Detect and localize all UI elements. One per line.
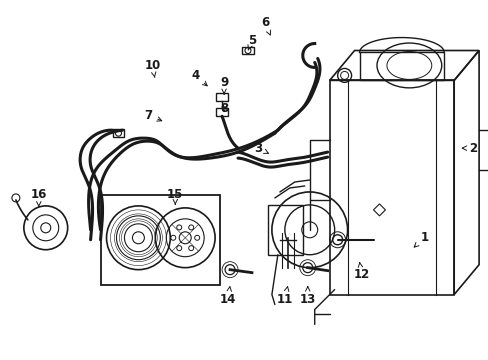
Text: 7: 7 [144, 109, 162, 122]
Text: 3: 3 [253, 141, 268, 155]
Bar [329, 80, 453, 294]
Text: 5: 5 [247, 34, 256, 50]
Text: 15: 15 [167, 188, 183, 204]
Bar [112, 129, 124, 137]
Text: 1: 1 [413, 231, 427, 247]
Bar [242, 46, 253, 54]
Text: 8: 8 [220, 102, 228, 115]
Text: 6: 6 [260, 16, 270, 35]
Text: 10: 10 [144, 59, 160, 77]
Bar [359, 53, 443, 80]
Text: 9: 9 [220, 76, 228, 94]
Text: 2: 2 [461, 141, 476, 155]
Text: 16: 16 [31, 188, 47, 207]
Bar [267, 205, 302, 255]
Bar [216, 93, 227, 101]
Text: 4: 4 [191, 69, 207, 86]
Text: 13: 13 [299, 287, 315, 306]
Text: 12: 12 [353, 262, 369, 281]
Text: 11: 11 [276, 287, 292, 306]
Bar [101, 195, 220, 285]
Text: 14: 14 [220, 287, 236, 306]
Bar [216, 108, 227, 116]
